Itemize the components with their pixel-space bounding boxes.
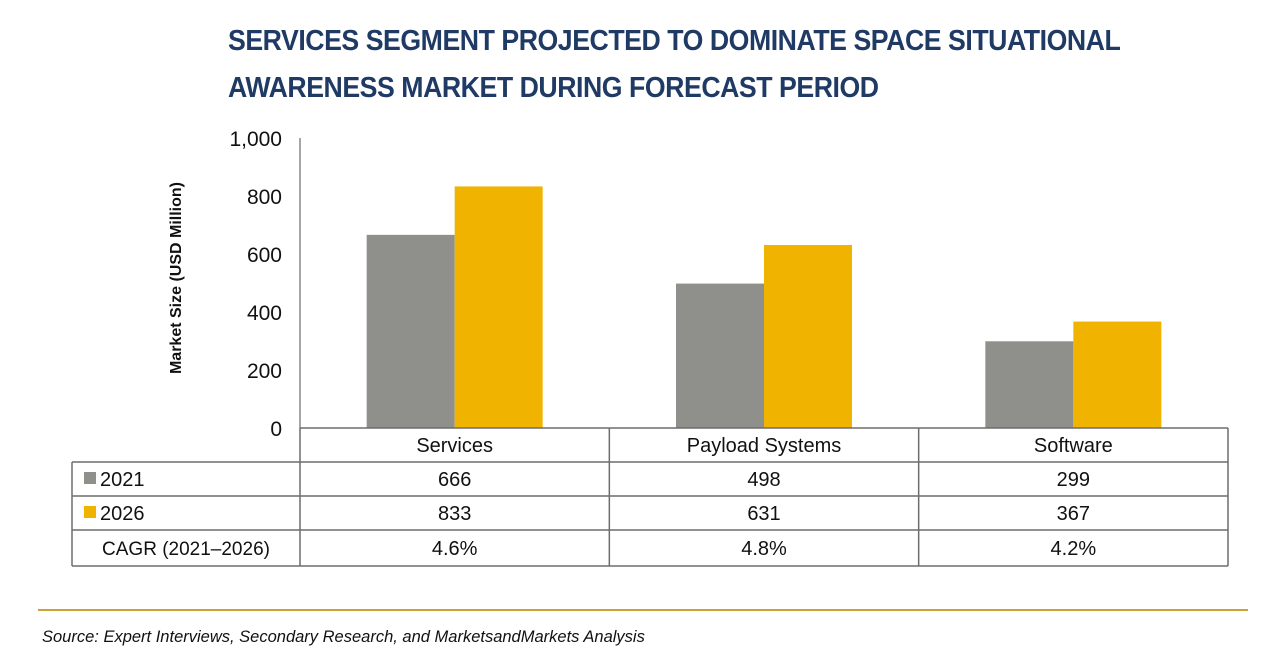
cagr-value: 4.6% [432, 538, 478, 560]
y-tick-label: 600 [247, 244, 282, 267]
y-tick-label: 1,000 [229, 128, 282, 151]
bar-2021-services [366, 234, 455, 428]
bar-2026-payload-systems [764, 245, 852, 428]
y-tick-label: 800 [247, 186, 282, 209]
data-label: 631 [747, 503, 780, 525]
data-label: 498 [747, 469, 780, 491]
x-tick-label: Payload Systems [687, 435, 842, 457]
data-label: 833 [438, 503, 471, 525]
chart-title: SERVICES SEGMENT PROJECTED TO DOMINATE S… [228, 18, 1121, 112]
cagr-value: 4.8% [741, 538, 787, 560]
bar-2021-software [985, 341, 1074, 428]
x-tick-label: Services [416, 435, 493, 457]
x-tick-label: Software [1034, 435, 1113, 457]
legend-label-2021: 2021 [100, 469, 145, 491]
source-divider [38, 609, 1248, 611]
chart-title-line-2: AWARENESS MARKET DURING FORECAST PERIOD [228, 72, 879, 104]
data-label: 666 [438, 469, 471, 491]
data-label: 367 [1057, 503, 1090, 525]
y-tick-label: 200 [247, 360, 282, 383]
data-label: 299 [1057, 469, 1090, 491]
y-tick-label: 400 [247, 302, 282, 325]
cagr-value: 4.2% [1051, 538, 1097, 560]
y-tick-label: 0 [270, 418, 282, 441]
bar-2026-services [454, 186, 543, 428]
y-axis-title: Market Size (USD Million) [168, 182, 185, 374]
cagr-row-label: CAGR (2021–2026) [102, 539, 270, 560]
legend-swatch-2026 [84, 506, 96, 518]
bar-chart: 0 200 400 600 800 1,000 Market Size (USD Milli… [71, 128, 1229, 567]
source-note: Source: Expert Interviews, Secondary Res… [42, 628, 645, 646]
bar-2026-software [1073, 321, 1162, 428]
legend-label-2026: 2026 [100, 503, 145, 525]
bar-2021-payload-systems [676, 283, 764, 428]
legend-swatch-2021 [84, 472, 96, 484]
chart-title-line-1: SERVICES SEGMENT PROJECTED TO DOMINATE S… [228, 25, 1121, 57]
